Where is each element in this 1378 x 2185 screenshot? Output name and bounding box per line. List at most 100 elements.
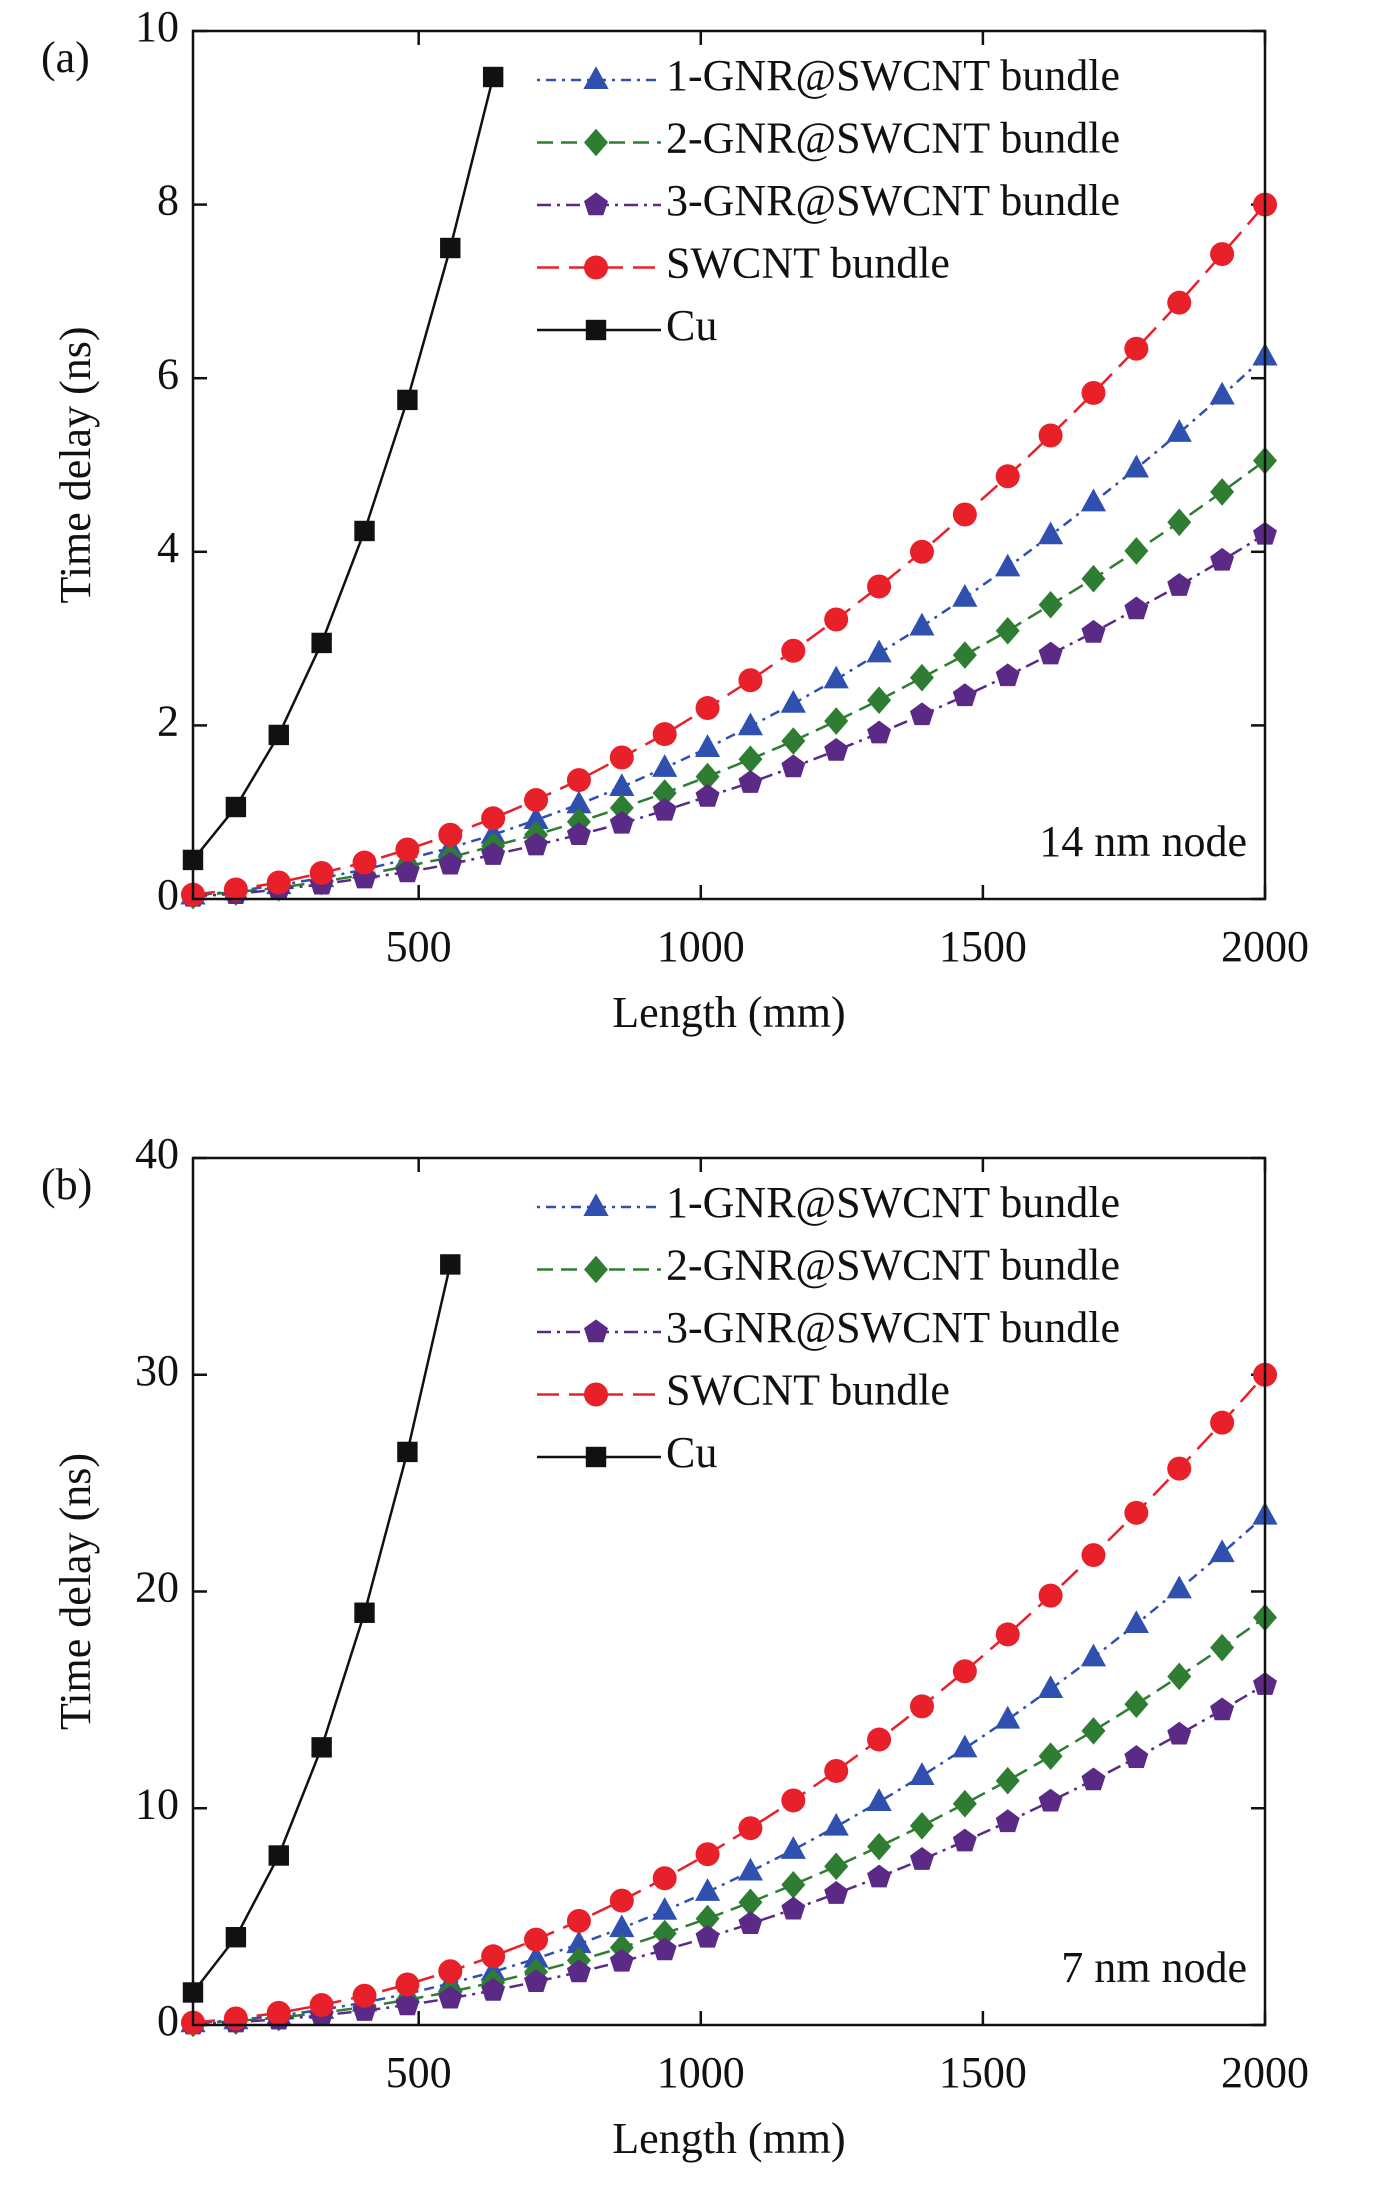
data-point [867,1832,892,1861]
data-point [1167,1662,1192,1691]
data-point [395,837,420,862]
legend-marker [584,128,608,157]
y-tick-label: 10 [135,2,179,51]
data-point [995,1622,1020,1647]
x-tick-label: 500 [386,922,452,971]
data-point [354,1602,375,1623]
data-point [952,1789,977,1818]
legend-marker [584,255,608,280]
data-point [995,1766,1020,1795]
annotation: 7 nm node [1061,1943,1247,1992]
data-point [695,1904,720,1933]
data-point [995,663,1020,687]
legend-label: Cu [666,1428,717,1477]
data-point [1210,547,1235,571]
legend-marker [584,192,608,216]
data-point [225,796,247,818]
data-point [1210,242,1235,267]
data-point [738,745,763,774]
data-point [1038,1742,1063,1771]
data-point [1124,336,1149,361]
data-point [609,1914,635,1938]
y-tick-label: 30 [135,1346,179,1395]
data-point [652,754,678,777]
data-point [311,632,332,654]
data-point [609,810,634,834]
data-point [266,870,291,895]
data-point [1123,1610,1149,1634]
data-point [781,754,806,778]
y-tick-label: 0 [157,1996,179,2045]
data-point [995,1809,1020,1833]
data-point [438,1985,463,2009]
data-point [952,1828,977,1852]
data-point [866,639,892,663]
data-point [909,702,934,726]
data-point [781,1788,806,1813]
data-point [440,237,461,259]
data-point [1210,1697,1235,1721]
data-point [566,1930,592,1954]
data-point [909,1762,935,1785]
y-tick-label: 10 [135,1779,179,1828]
data-point [395,1992,420,2016]
y-tick-label: 6 [157,349,179,398]
data-point [1166,1575,1192,1599]
data-point [566,1908,591,1933]
data-point [524,1969,549,1993]
legend-marker [585,1446,607,1468]
data-point [781,727,806,755]
data-point [695,696,720,721]
data-point [824,1758,849,1783]
y-tick-label: 8 [157,176,179,225]
data-point [524,788,549,813]
data-point [781,638,806,663]
data-point [1124,537,1149,565]
plot-frame [191,29,1267,901]
data-point [652,722,677,747]
data-point [1081,619,1106,643]
legend-marker [585,319,607,341]
x-axis-label: Length (mm) [612,988,845,1037]
legend-label: 2-GNR@SWCNT bundle [666,1241,1120,1290]
data-point [609,1948,634,1972]
data-point [311,1737,332,1758]
data-point [566,822,591,845]
data-point [652,1896,678,1920]
data-point [738,668,763,693]
legend-marker [583,66,609,89]
data-point [952,502,977,527]
x-tick-label: 1000 [657,922,745,971]
data-point [481,1944,506,1969]
data-point [309,860,334,885]
data-point [780,689,806,713]
data-point [223,2006,248,2031]
data-point [1167,573,1192,596]
data-point [1124,1500,1149,1525]
data-point [1080,1643,1107,1667]
data-point [524,832,549,856]
legend-label: 1-GNR@SWCNT bundle [666,51,1120,100]
data-point [909,539,934,564]
data-point [1081,1767,1106,1791]
data-point [1167,1721,1192,1745]
data-point [652,1866,677,1891]
data-point [1167,508,1192,537]
x-tick-label: 2000 [1221,2048,1309,2097]
legend-label: Cu [666,301,717,350]
data-point [1081,380,1106,405]
data-point [1080,488,1107,512]
legend-label: 2-GNR@SWCNT bundle [666,114,1120,163]
data-point [1167,290,1192,315]
data-point [481,806,506,831]
data-point [652,1919,677,1948]
data-point [397,1441,418,1463]
data-point [866,1788,892,1811]
x-tick-label: 2000 [1221,922,1309,971]
y-axis-label: Time delay (ns) [51,326,100,603]
data-point [438,822,463,847]
data-point [1038,641,1063,665]
data-point [266,2000,291,2025]
data-point [440,1254,461,1275]
legend-marker [584,1255,608,1284]
